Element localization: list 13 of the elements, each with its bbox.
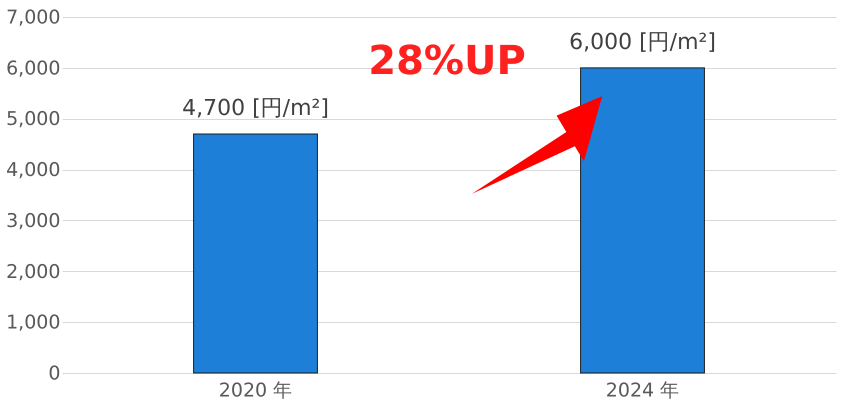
- y-tick-label: 1,000: [6, 312, 60, 334]
- y-tick-label: 2,000: [6, 260, 60, 283]
- y-tick-label: 4,000: [6, 159, 60, 182]
- y-tick-label: 0: [48, 362, 60, 384]
- x-tick-label: 2020 年: [218, 380, 292, 402]
- data-label: 6,000 [円/m²]: [569, 30, 716, 55]
- x-tick-label: 2024 年: [606, 380, 680, 402]
- y-tick-label: 6,000: [6, 57, 60, 80]
- y-tick-label: 7,000: [6, 6, 60, 28]
- y-tick-label: 5,000: [6, 108, 60, 130]
- y-tick-label: 3,000: [6, 210, 60, 232]
- annotation: 28%UP: [368, 38, 526, 84]
- data-label: 4,700 [円/m²]: [182, 96, 329, 121]
